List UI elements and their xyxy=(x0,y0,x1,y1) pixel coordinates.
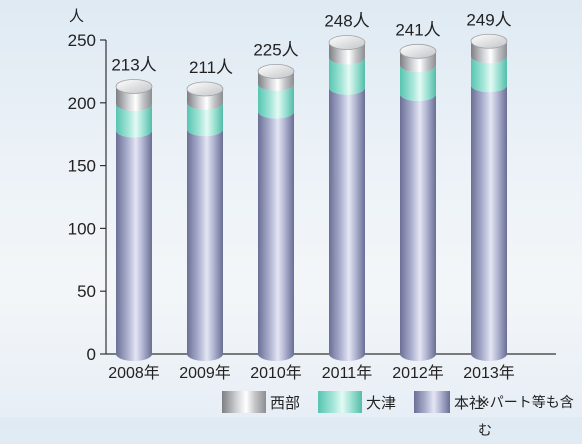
bar-top-cap xyxy=(470,33,508,49)
bar-top-cap xyxy=(399,43,437,59)
bar-segment-series-otsu xyxy=(400,65,436,102)
bar-segment-series-otsu xyxy=(187,102,223,137)
bar-segment-series-honsha xyxy=(258,111,294,361)
y-tick-label: 250 xyxy=(68,31,96,50)
bar-segment-series-seibu xyxy=(329,42,365,65)
data-label-total: 248人 xyxy=(324,12,369,31)
bar-segment-series-honsha xyxy=(329,87,365,361)
y-tick-label: 0 xyxy=(87,345,96,364)
bar-segment-series-honsha xyxy=(187,129,223,361)
legend-swatch-honsha xyxy=(414,391,450,413)
bar-stack xyxy=(470,33,508,361)
x-tick-label: 2010年 xyxy=(250,364,302,382)
data-label-total: 211人 xyxy=(189,58,233,77)
data-label-total: 241人 xyxy=(395,20,440,39)
data-label-total: 249人 xyxy=(466,10,511,29)
chart: 人 0 50 100 150 200 250 213人 2008年 211人 2009年 225人 2… xyxy=(68,8,556,382)
bar-stack xyxy=(257,64,295,361)
bar-segment-series-otsu xyxy=(116,104,152,138)
legend-item-seibu: 西部 xyxy=(222,388,300,416)
bar-segment-series-otsu xyxy=(329,57,365,95)
bar-top-cap xyxy=(115,79,153,94)
bar-stack xyxy=(115,79,153,361)
legend: 西部 大津 本社 ※パート等も含む xyxy=(0,388,582,438)
data-label-total: 213人 xyxy=(111,55,156,74)
bar-segment-series-seibu xyxy=(400,51,436,73)
bar-segment-series-seibu xyxy=(471,41,507,64)
legend-item-honsha: 本社 xyxy=(414,388,484,416)
data-label-total: 225人 xyxy=(253,40,298,59)
bar-segment-series-otsu xyxy=(258,83,294,119)
bar-segment-series-honsha xyxy=(116,130,152,361)
y-axis-unit: 人 xyxy=(69,8,84,25)
bar-top-cap xyxy=(257,64,295,79)
legend-item-otsu: 大津 xyxy=(318,388,396,416)
legend-note: ※パート等も含む xyxy=(478,394,574,438)
x-tick-label: 2011年 xyxy=(322,364,372,382)
bar-segment-series-honsha xyxy=(400,94,436,362)
bar-stack xyxy=(399,43,437,362)
legend-swatch-seibu xyxy=(222,391,266,413)
y-tick-label: 100 xyxy=(68,219,96,238)
legend-swatch-otsu xyxy=(318,391,362,413)
bar-stack xyxy=(186,81,224,361)
bar-stack xyxy=(328,35,366,361)
legend-label-seibu: 西部 xyxy=(270,394,301,412)
x-tick-label: 2012年 xyxy=(392,364,444,382)
legend-label-otsu: 大津 xyxy=(366,394,397,412)
legend-label-honsha: 本社 xyxy=(454,394,485,412)
bar-segment-series-honsha xyxy=(471,85,507,361)
bar-segment-series-seibu xyxy=(187,88,223,110)
x-tick-label: 2009年 xyxy=(179,364,231,382)
bar-top-cap xyxy=(186,81,224,97)
x-tick-label: 2013年 xyxy=(463,364,515,382)
bar-top-cap xyxy=(328,35,366,50)
bar-segment-series-seibu xyxy=(258,71,294,91)
y-tick-label: 200 xyxy=(68,94,96,113)
x-tick-label: 2008年 xyxy=(108,364,160,382)
bar-segment-series-otsu xyxy=(471,56,507,93)
y-tick-label: 150 xyxy=(68,157,96,176)
y-tick-label: 50 xyxy=(77,282,96,301)
